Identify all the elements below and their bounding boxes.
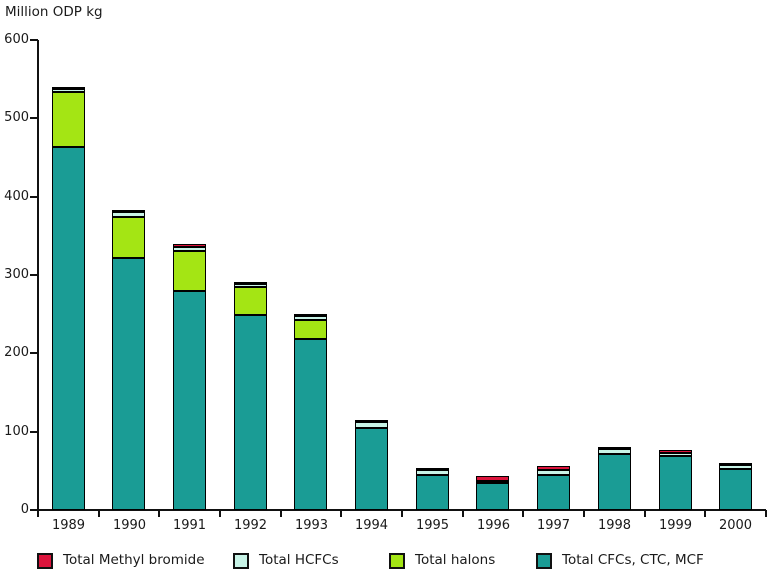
x-tick bbox=[765, 510, 767, 517]
x-tick bbox=[583, 510, 585, 517]
x-tick-label: 1991 bbox=[172, 518, 207, 533]
bar-segment-1989-total-cfcs-ctc-mcf bbox=[52, 147, 85, 510]
x-tick bbox=[158, 510, 160, 517]
x-tick bbox=[462, 510, 464, 517]
y-tick bbox=[30, 509, 38, 511]
bar-segment-1991-total-methyl-bromide bbox=[173, 244, 206, 247]
legend-item-total-methyl-bromide: Total Methyl bromide bbox=[37, 551, 257, 569]
bar-segment-1996-total-methyl-bromide bbox=[476, 476, 509, 481]
bar-segment-1996-total-cfcs-ctc-mcf bbox=[476, 483, 509, 510]
bar-segment-1998-total-cfcs-ctc-mcf bbox=[598, 454, 631, 510]
y-tick bbox=[30, 196, 38, 198]
y-tick bbox=[30, 39, 38, 41]
bar-segment-1999-total-hcfcs bbox=[659, 453, 692, 456]
bar-segment-1998-total-hcfcs bbox=[598, 449, 631, 454]
bar-segment-1991-total-cfcs-ctc-mcf bbox=[173, 291, 206, 510]
bar-segment-2000-total-hcfcs bbox=[719, 465, 752, 469]
bar-segment-1992-total-cfcs-ctc-mcf bbox=[234, 315, 267, 510]
y-tick bbox=[30, 352, 38, 354]
bar-segment-1993-total-cfcs-ctc-mcf bbox=[294, 339, 327, 510]
bar-segment-1996-total-hcfcs bbox=[476, 481, 509, 483]
bar-segment-2000-total-methyl-bromide bbox=[719, 463, 752, 465]
legend-item-total-halons: Total halons bbox=[389, 551, 609, 569]
x-tick bbox=[522, 510, 524, 517]
bar-segment-1997-total-methyl-bromide bbox=[537, 466, 570, 470]
x-tick bbox=[280, 510, 282, 517]
legend-swatch bbox=[536, 553, 552, 569]
bar-segment-1999-total-methyl-bromide bbox=[659, 450, 692, 453]
y-axis-title: Million ODP kg bbox=[5, 4, 103, 20]
bar-segment-1994-total-methyl-bromide bbox=[355, 420, 388, 422]
x-tick-label: 1995 bbox=[415, 518, 450, 533]
legend-swatch bbox=[233, 553, 249, 569]
bar-segment-1989-total-methyl-bromide bbox=[52, 87, 85, 89]
bar-segment-1995-total-hcfcs bbox=[416, 470, 449, 475]
y-tick-label: 100 bbox=[4, 424, 29, 439]
bar-segment-1992-total-hcfcs bbox=[234, 284, 267, 287]
bar-segment-1993-total-hcfcs bbox=[294, 316, 327, 320]
y-tick bbox=[30, 117, 38, 119]
bar-segment-1997-total-cfcs-ctc-mcf bbox=[537, 475, 570, 510]
bar-segment-1992-total-methyl-bromide bbox=[234, 282, 267, 284]
x-tick-label: 1994 bbox=[354, 518, 389, 533]
y-tick-label: 500 bbox=[4, 110, 29, 125]
bar-segment-1990-total-hcfcs bbox=[112, 212, 145, 217]
x-tick bbox=[704, 510, 706, 517]
x-tick-label: 1989 bbox=[51, 518, 86, 533]
bar-segment-1999-total-cfcs-ctc-mcf bbox=[659, 456, 692, 510]
x-tick bbox=[644, 510, 646, 517]
y-tick-label: 300 bbox=[4, 267, 29, 282]
x-tick-label: 2000 bbox=[718, 518, 753, 533]
bar-segment-1994-total-hcfcs bbox=[355, 422, 388, 428]
x-tick-label: 1999 bbox=[658, 518, 693, 533]
legend-item-total-cfcs-ctc-mcf: Total CFCs, CTC, MCF bbox=[536, 551, 756, 569]
y-tick-label: 200 bbox=[4, 345, 29, 360]
bar-segment-1993-total-methyl-bromide bbox=[294, 314, 327, 316]
x-tick bbox=[98, 510, 100, 517]
bar-segment-1989-total-halons bbox=[52, 92, 85, 147]
y-tick-label: 600 bbox=[4, 32, 29, 47]
x-tick bbox=[340, 510, 342, 517]
bar-segment-1998-total-methyl-bromide bbox=[598, 447, 631, 449]
bar-segment-1990-total-cfcs-ctc-mcf bbox=[112, 258, 145, 510]
legend-swatch bbox=[389, 553, 405, 569]
bar-segment-1995-total-cfcs-ctc-mcf bbox=[416, 475, 449, 510]
y-tick-label: 0 bbox=[20, 502, 29, 517]
x-tick bbox=[37, 510, 39, 517]
x-tick bbox=[401, 510, 403, 517]
legend-label: Total HCFCs bbox=[259, 552, 339, 568]
legend-label: Total CFCs, CTC, MCF bbox=[562, 552, 704, 568]
bar-segment-1992-total-halons bbox=[234, 287, 267, 315]
y-tick bbox=[30, 431, 38, 433]
x-tick-label: 1990 bbox=[112, 518, 147, 533]
bar-segment-1990-total-methyl-bromide bbox=[112, 210, 145, 212]
y-tick bbox=[30, 274, 38, 276]
legend-label: Total Methyl bromide bbox=[63, 552, 205, 568]
legend-swatch bbox=[37, 553, 53, 569]
y-tick-label: 400 bbox=[4, 189, 29, 204]
bar-segment-1994-total-cfcs-ctc-mcf bbox=[355, 428, 388, 510]
bar-segment-1991-total-hcfcs bbox=[173, 247, 206, 251]
bar-segment-1993-total-halons bbox=[294, 320, 327, 339]
legend-label: Total halons bbox=[415, 552, 496, 568]
bar-segment-1997-total-hcfcs bbox=[537, 470, 570, 475]
x-tick-label: 1992 bbox=[233, 518, 268, 533]
bar-segment-1989-total-hcfcs bbox=[52, 89, 85, 92]
bar-segment-1991-total-halons bbox=[173, 251, 206, 291]
bar-segment-1990-total-halons bbox=[112, 217, 145, 258]
y-axis-line bbox=[37, 40, 39, 512]
x-tick-label: 1998 bbox=[597, 518, 632, 533]
x-tick-label: 1996 bbox=[476, 518, 511, 533]
x-tick bbox=[219, 510, 221, 517]
x-tick-label: 1997 bbox=[536, 518, 571, 533]
x-tick-label: 1993 bbox=[294, 518, 329, 533]
bar-segment-2000-total-cfcs-ctc-mcf bbox=[719, 469, 752, 510]
legend-item-total-hcfcs: Total HCFCs bbox=[233, 551, 453, 569]
bar-segment-1995-total-methyl-bromide bbox=[416, 468, 449, 470]
